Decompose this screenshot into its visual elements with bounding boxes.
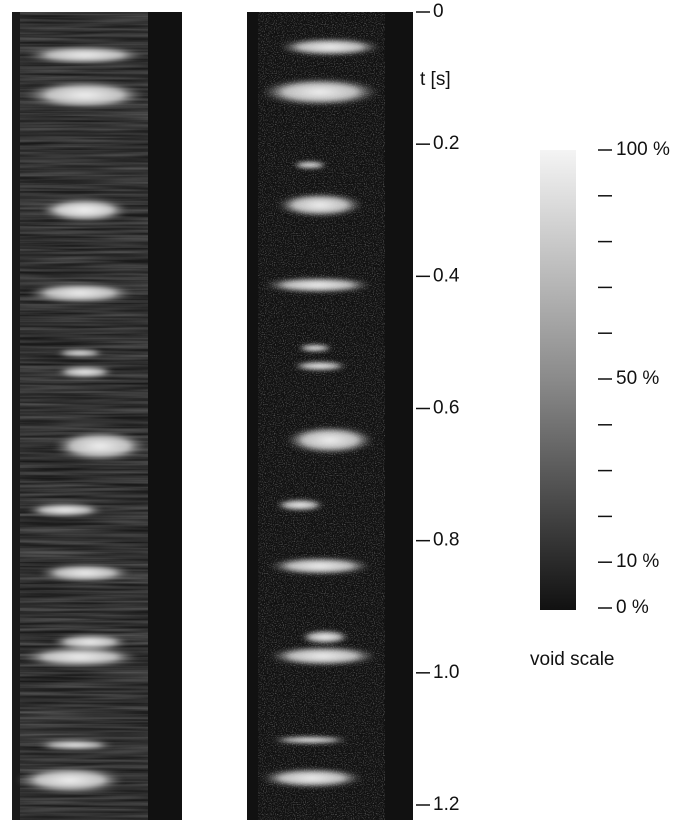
tick-label: 1.2 <box>433 794 459 815</box>
bubble <box>268 557 372 575</box>
colorbar-label: void scale <box>530 649 615 670</box>
bubble <box>20 647 140 667</box>
axis-label: t [s] <box>420 69 451 90</box>
bubble <box>300 630 350 644</box>
tick-label: 0 <box>433 1 444 22</box>
left-image <box>12 12 182 820</box>
bubble <box>260 78 380 106</box>
colorbar <box>540 150 576 610</box>
bubble <box>50 634 130 650</box>
bubble <box>55 366 115 378</box>
bubble <box>260 768 364 788</box>
colorbar-tick-label: 10 % <box>616 551 659 572</box>
bubble <box>268 646 378 666</box>
bubble <box>278 38 382 56</box>
tick-label: 0.4 <box>433 265 460 286</box>
bubble <box>276 193 364 217</box>
tick-label: 0.6 <box>433 398 459 419</box>
bubble <box>275 499 325 511</box>
right-image <box>247 12 413 820</box>
bubble <box>55 349 105 357</box>
bubble <box>37 564 133 582</box>
bubble <box>292 361 348 371</box>
bubble <box>292 161 328 169</box>
tick-label: 0.2 <box>433 133 459 154</box>
bubble <box>285 426 375 454</box>
colorbar-tick-label: 0 % <box>616 597 649 618</box>
bubble <box>23 46 147 64</box>
bubble <box>40 198 130 222</box>
bubble <box>270 736 350 744</box>
bubble <box>35 740 115 750</box>
bubble <box>15 767 125 793</box>
bubble <box>297 344 333 352</box>
colorbar-tick-label: 100 % <box>616 139 670 160</box>
bubble <box>52 431 148 461</box>
bubble <box>23 81 147 109</box>
tick-label: 1.0 <box>433 662 459 683</box>
tick-label: 0.8 <box>433 530 459 551</box>
bubble <box>25 283 135 303</box>
bubble <box>263 277 373 293</box>
colorbar-tick-label: 50 % <box>616 368 659 389</box>
bubble <box>25 503 105 517</box>
